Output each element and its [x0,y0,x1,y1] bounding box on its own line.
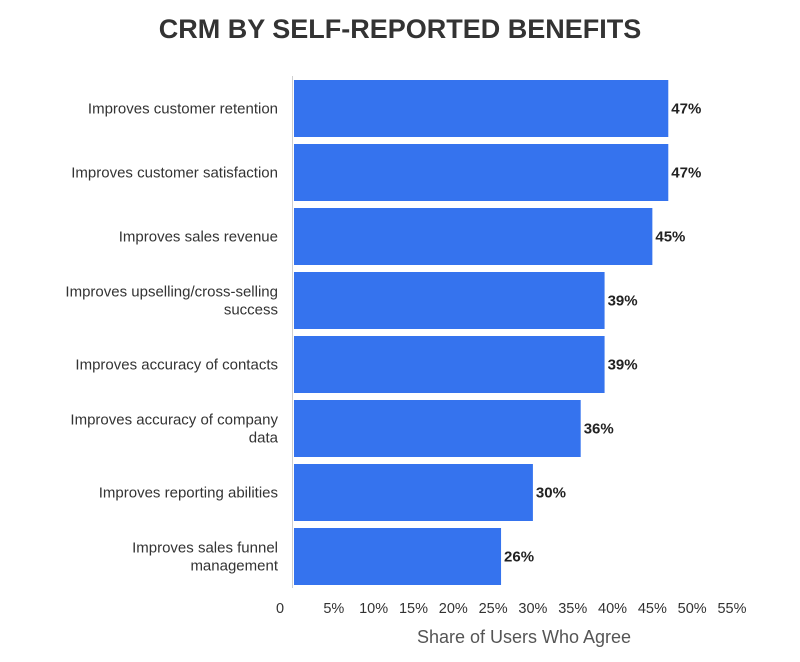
value-label: 47% [671,101,701,118]
category-label: Improves sales revenue [119,229,278,246]
x-tick-label: 45% [638,601,667,617]
category-label-line: Improves accuracy of contacts [75,357,278,374]
category-labels-group: Improves customer retention Improves cust… [65,101,278,575]
x-tick-label: 5% [323,601,344,617]
bar [294,80,669,137]
bar [294,528,502,585]
x-tick-label: 20% [439,601,468,617]
bar [294,400,581,457]
category-label: Improves customer retention [88,101,278,118]
bar [294,336,605,393]
value-labels-group: 47% 47% 45% 39% 39% 36% 30% 26% [504,101,701,566]
category-label: Improves reporting abilities [99,485,278,502]
value-label: 30% [536,485,566,502]
category-label: Improves accuracy of company data [70,412,278,447]
category-label: Improves accuracy of contacts [75,357,278,374]
value-label: 26% [504,549,534,566]
category-label-line: Improves accuracy of company [70,412,278,429]
x-tick-label: 25% [479,601,508,617]
value-label: 39% [608,357,638,374]
x-tick-label: 15% [399,601,428,617]
category-label: Improves customer satisfaction [71,165,278,182]
category-label-line: Improves upselling/cross-selling [65,284,278,301]
x-axis-title: Share of Users Who Agree [417,627,631,647]
value-label: 47% [671,165,701,182]
x-tick-label: 30% [518,601,547,617]
category-label-line: Improves customer satisfaction [71,165,278,182]
bar [294,464,533,521]
category-label: Improves upselling/cross-selling success [65,284,278,319]
category-label-line: Improves reporting abilities [99,485,278,502]
category-label-line: management [190,558,278,575]
x-tick-label: 40% [598,601,627,617]
chart-title: CRM BY SELF-REPORTED BENEFITS [158,14,642,44]
category-label-line: Improves sales revenue [119,229,278,246]
bar [294,208,653,265]
category-label-line: success [224,302,278,319]
bar [294,272,605,329]
bar [294,144,669,201]
x-tick-label: 50% [678,601,707,617]
x-tick-label: 55% [717,601,746,617]
category-label-line: Improves sales funnel [132,540,278,557]
value-label: 39% [608,293,638,310]
bars-group [294,80,669,585]
x-tick-label: 10% [359,601,388,617]
x-tick-labels-group: 0 5% 10% 15% 20% 25% 30% 35% 40% 45% 50% 55% [276,601,747,617]
x-tick-label: 0 [276,601,284,617]
category-label: Improves sales funnel management [132,540,279,575]
category-label-line: Improves customer retention [88,101,278,118]
value-label: 36% [584,421,614,438]
x-tick-label: 35% [558,601,587,617]
value-label: 45% [655,229,685,246]
category-label-line: data [249,430,279,447]
